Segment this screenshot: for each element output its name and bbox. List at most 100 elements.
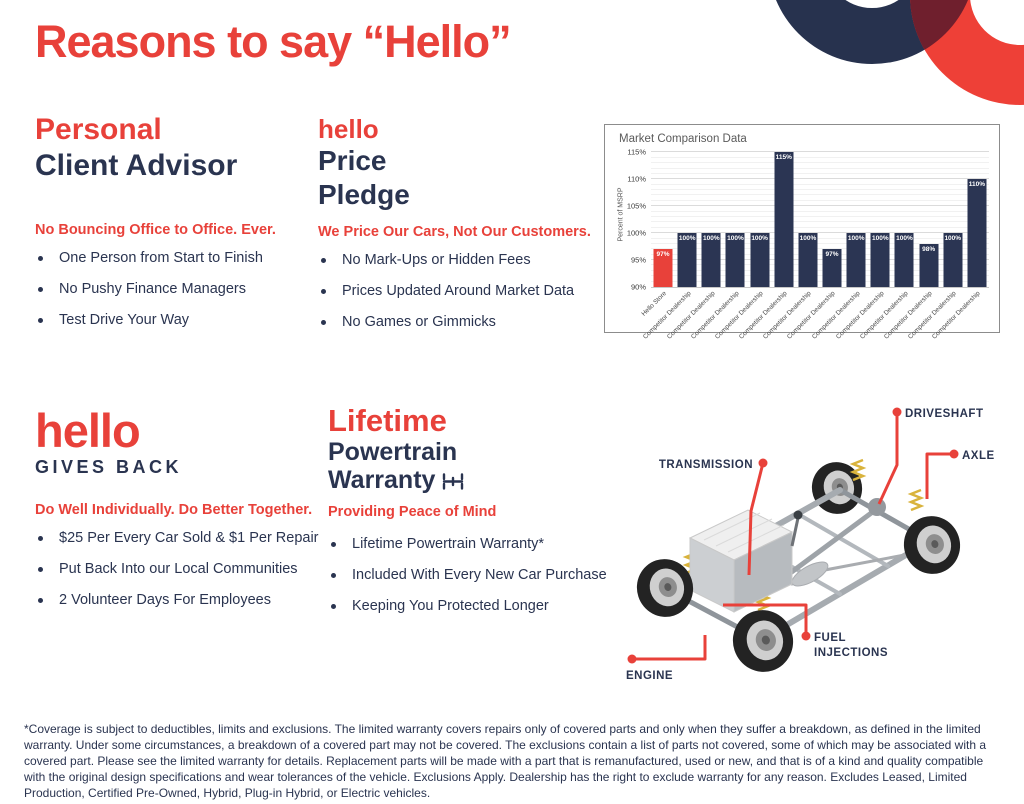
bullet-text: 2 Volunteer Days For Employees	[59, 592, 271, 608]
chart-bar-cell: 100% Competitor Dealership	[859, 147, 916, 341]
chart-gridline	[651, 199, 989, 201]
label-engine: ENGINE	[626, 670, 673, 682]
chart-bar-cell: 100% Competitor Dealership	[762, 147, 820, 341]
warranty-disclaimer: *Coverage is subject to deductibles, lim…	[24, 722, 987, 800]
bullet-item: No Pushy Finance Managers	[35, 281, 313, 298]
bullet-dot	[38, 256, 43, 261]
chart-gridline	[651, 178, 989, 180]
bullet-item: 2 Volunteer Days For Employees	[35, 592, 327, 609]
chart-bar-value: 100%	[678, 235, 696, 243]
section-heading-accent: Personal	[35, 113, 162, 146]
bullet-text: Prices Updated Around Market Data	[342, 283, 575, 299]
section-hello-gives-back: hello GIVES BACK Do Well Individually. D…	[35, 406, 327, 623]
bullet-text: One Person from Start to Finish	[59, 250, 263, 266]
section-heading-line1: Price	[318, 145, 387, 176]
section-personal-client-advisor: Personal Client Advisor No Bouncing Offi…	[35, 112, 313, 343]
chart-gridline	[651, 269, 989, 271]
chart-y-tick: 100%	[626, 228, 646, 238]
chart-bar-cell: 97% Competitor Dealership	[786, 147, 844, 341]
chart-bar-value: 97%	[825, 251, 839, 259]
bullet-list: Lifetime Powertrain Warranty* Included Wi…	[328, 536, 620, 615]
powertrain-icon	[443, 473, 464, 490]
section-tagline: No Bouncing Office to Office. Ever.	[35, 222, 276, 238]
chart-bar-value: 115%	[775, 154, 792, 162]
label-fuel-injections-line1: FUEL	[814, 632, 846, 644]
bullet-dot	[331, 573, 336, 578]
chart-bar: 100%	[725, 233, 745, 287]
bullet-list: $25 Per Every Car Sold & $1 Per Repair Pu…	[35, 530, 327, 609]
wheel-front-bottom	[732, 610, 794, 672]
section-heading-line1: Powertrain	[328, 438, 458, 466]
chart-y-tick: 115%	[627, 147, 646, 157]
rear-differential	[868, 498, 886, 516]
bullet-item: Prices Updated Around Market Data	[318, 283, 600, 300]
chart-bar: 100%	[750, 233, 770, 287]
chart-gridline	[651, 172, 989, 174]
chart-bar: 97%	[653, 249, 673, 287]
page-title: Reasons to say “Hello”	[35, 16, 512, 67]
bullet-dot	[38, 318, 43, 323]
chart-bar-value: 100%	[847, 235, 865, 243]
chart-gridline	[651, 221, 989, 223]
chart-bar-value: 100%	[872, 235, 889, 243]
chart-bar: 100%	[846, 233, 866, 287]
chart-gridline	[651, 253, 989, 255]
hello-logo-text: hello	[35, 404, 141, 457]
chart-bar-value: 98%	[922, 245, 936, 253]
chart-gridline	[651, 210, 989, 212]
chart-bar-cell: 100% Competitor Dealership	[690, 147, 747, 341]
chart-gridline	[651, 151, 989, 153]
bullet-item: Lifetime Powertrain Warranty*	[328, 536, 620, 553]
chart-bar: 100%	[798, 233, 818, 287]
chart-bar-value: 100%	[751, 235, 768, 243]
bullet-dot	[331, 604, 336, 609]
section-price-pledge: hello Price Pledge We Price Our Cars, No…	[318, 114, 600, 345]
chart-bar-cell: 115% Competitor Dealership	[738, 147, 796, 341]
bullet-item: Keeping You Protected Longer	[328, 598, 620, 615]
corner-rings-decoration	[776, 0, 1024, 105]
chart-bar: 100%	[894, 233, 914, 287]
bullet-item: Put Back Into our Local Communities	[35, 561, 327, 578]
chart-bar-cell: 98% Competitor Dealership	[883, 147, 941, 341]
chart-gridline	[651, 205, 989, 207]
bullet-list: No Mark-Ups or Hidden Fees Prices Updated…	[318, 252, 600, 331]
label-driveshaft: DRIVESHAFT	[905, 408, 983, 420]
chart-bar-cell: 100% Competitor Dealership	[810, 147, 868, 341]
chart-gridline	[651, 259, 989, 261]
bullet-text: Keeping You Protected Longer	[352, 598, 549, 614]
section-heading: GIVES BACK	[35, 457, 183, 477]
chart-y-tick: 110%	[627, 174, 646, 184]
section-heading-accent: Lifetime	[328, 403, 447, 438]
chart-y-tick: 95%	[630, 255, 646, 265]
bullet-list: One Person from Start to Finish No Pushy …	[35, 250, 313, 329]
chart-bar: 115%	[774, 152, 794, 287]
chart-bar-value: 100%	[727, 235, 744, 243]
bullet-item: No Mark-Ups or Hidden Fees	[318, 252, 600, 269]
bullet-text: Included With Every New Car Purchase	[352, 567, 607, 583]
chart-gridline	[651, 194, 989, 196]
bullet-item: One Person from Start to Finish	[35, 250, 313, 267]
section-heading-line2: Warranty	[328, 466, 620, 494]
bullet-dot	[38, 536, 43, 541]
wheel-rear-right	[903, 516, 961, 574]
engine-block	[688, 509, 794, 613]
label-axle: AXLE	[962, 450, 995, 462]
chart-bar-cell: 110% Competitor Dealership	[931, 147, 989, 341]
bullet-item: No Games or Gimmicks	[318, 314, 600, 331]
chart-bar-cell: 100% Competitor Dealership	[835, 147, 892, 341]
chart-bar: 97%	[822, 249, 842, 287]
chart-gridline	[651, 162, 989, 164]
chart-gridline	[651, 275, 989, 277]
section-tagline: We Price Our Cars, Not Our Customers.	[318, 224, 591, 240]
chart-gridline	[651, 242, 989, 244]
section-tagline: Providing Peace of Mind	[328, 504, 497, 520]
section-heading: Client Advisor	[35, 149, 238, 182]
chart-gridline	[651, 156, 989, 158]
chart-y-axis-label: Percent of MSRP	[617, 187, 625, 242]
warranty-heading-text: Warranty	[328, 466, 436, 494]
chart-bar: 100%	[677, 233, 697, 287]
chart-plot: 90% 95% 100% 105% 110% 115% 97% Hello Store 100%…	[627, 147, 989, 341]
bullet-text: Test Drive Your Way	[59, 312, 190, 328]
bullet-dot	[38, 567, 43, 572]
chart-title: Market Comparison Data	[619, 133, 747, 145]
